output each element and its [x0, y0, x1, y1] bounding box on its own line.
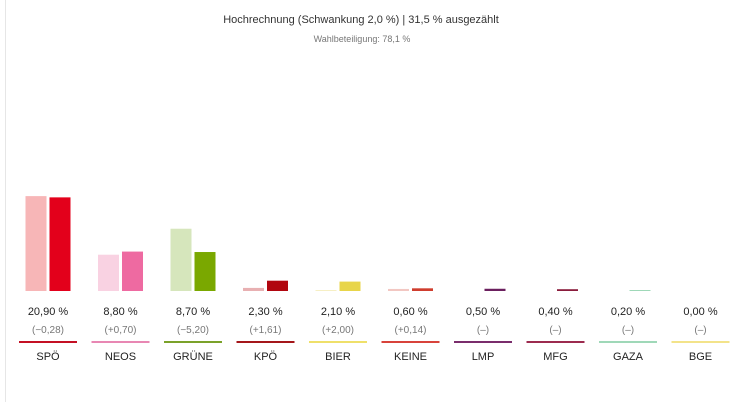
value-label-spö: 20,90 % — [28, 306, 69, 318]
party-underline-bge — [671, 341, 730, 343]
change-label-neos: (+0,70) — [105, 325, 137, 336]
party-label-gaza: GAZA — [613, 351, 644, 363]
party-underline-grüne — [164, 341, 222, 343]
change-label-mfg: (–) — [549, 325, 561, 336]
party-label-kpö: KPÖ — [254, 351, 278, 363]
party-label-bge: BGE — [689, 351, 712, 363]
party-label-bier: BIER — [325, 351, 351, 363]
value-label-bier: 2,10 % — [321, 306, 355, 318]
party-label-keine: KEINE — [394, 351, 427, 363]
bar-current-grüne — [194, 252, 216, 291]
change-label-gaza: (–) — [622, 325, 634, 336]
value-label-gaza: 0,20 % — [611, 306, 645, 318]
value-label-lmp: 0,50 % — [466, 306, 500, 318]
bar-current-bier — [339, 281, 361, 291]
party-label-mfg: MFG — [543, 351, 567, 363]
bar-previous-neos — [98, 254, 119, 291]
party-underline-gaza — [599, 341, 657, 343]
party-label-grüne: GRÜNE — [173, 351, 213, 363]
party-label-spö: SPÖ — [36, 351, 60, 363]
party-underline-neos — [91, 341, 150, 343]
party-label-lmp: LMP — [472, 351, 495, 363]
bar-current-gaza — [629, 290, 651, 291]
party-underline-kpö — [236, 341, 295, 343]
value-label-mfg: 0,40 % — [538, 306, 572, 318]
bar-current-lmp — [484, 288, 506, 291]
value-label-neos: 8,80 % — [103, 306, 137, 318]
change-label-lmp: (–) — [477, 325, 489, 336]
bar-current-keine — [412, 288, 433, 291]
bar-current-mfg — [557, 289, 578, 291]
bar-previous-grüne — [170, 228, 192, 291]
chart-title: Hochrechnung (Schwankung 2,0 %) | 31,5 %… — [223, 14, 499, 26]
bar-previous-keine — [388, 288, 409, 291]
change-label-spö: (−0,28) — [32, 325, 64, 336]
bar-current-kpö — [267, 280, 288, 291]
party-underline-bier — [309, 341, 367, 343]
value-label-bge: 0,00 % — [683, 306, 717, 318]
change-label-keine: (+0,14) — [395, 325, 427, 336]
party-underline-spö — [19, 341, 77, 343]
change-label-bge: (–) — [694, 325, 706, 336]
party-underline-lmp — [454, 341, 512, 343]
bar-previous-spö — [25, 196, 47, 291]
bar-previous-bier — [315, 290, 337, 291]
change-label-bier: (+2,00) — [322, 325, 354, 336]
party-underline-mfg — [526, 341, 585, 343]
bar-current-neos — [122, 251, 143, 291]
change-label-kpö: (+1,61) — [250, 325, 282, 336]
value-label-kpö: 2,30 % — [248, 306, 282, 318]
turnout-subtitle: Wahlbeteiligung: 78,1 % — [313, 34, 411, 44]
bar-previous-kpö — [243, 287, 264, 291]
bar-current-spö — [49, 197, 71, 291]
change-label-grüne: (−5,20) — [177, 325, 209, 336]
party-underline-keine — [381, 341, 440, 343]
value-label-keine: 0,60 % — [393, 306, 427, 318]
party-label-neos: NEOS — [105, 351, 136, 363]
chart-header: Hochrechnung (Schwankung 2,0 %) | 31,5 %… — [0, 14, 732, 44]
value-label-grüne: 8,70 % — [176, 306, 210, 318]
left-divider — [5, 0, 6, 402]
